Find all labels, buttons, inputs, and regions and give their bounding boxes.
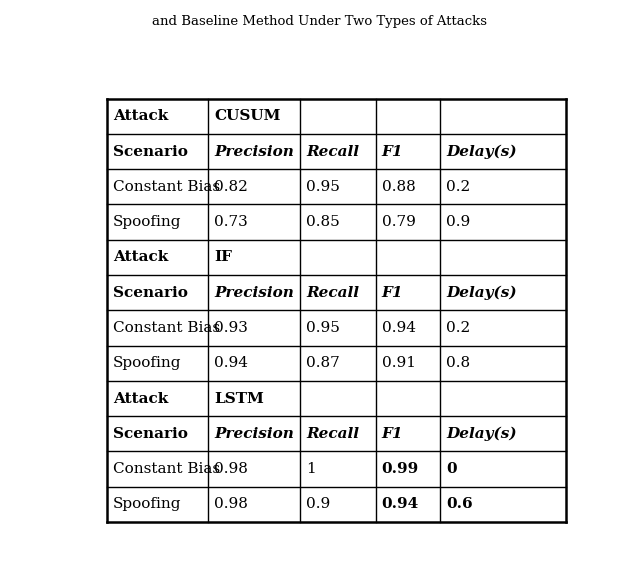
Text: Recall: Recall [306,286,359,300]
Text: 0.8: 0.8 [446,356,470,370]
Text: 0.9: 0.9 [306,498,330,512]
Text: Constant Bias: Constant Bias [113,462,220,476]
Text: 0.87: 0.87 [306,356,340,370]
Text: 0.6: 0.6 [446,498,472,512]
Text: 0.95: 0.95 [306,321,340,335]
Text: Delay(s): Delay(s) [446,285,516,300]
Text: Constant Bias: Constant Bias [113,180,220,194]
Text: Delay(s): Delay(s) [446,144,516,159]
Text: Recall: Recall [306,427,359,441]
Text: F1: F1 [381,427,403,441]
Text: 0.2: 0.2 [446,180,470,194]
Text: IF: IF [214,251,232,264]
Text: Precision: Precision [214,144,294,158]
Text: 0.95: 0.95 [306,180,340,194]
Text: Spoofing: Spoofing [113,498,182,512]
Text: 0.98: 0.98 [214,498,248,512]
Text: 0.82: 0.82 [214,180,248,194]
Text: CUSUM: CUSUM [214,109,281,124]
Text: Scenario: Scenario [113,144,188,158]
Text: F1: F1 [381,286,403,300]
Text: LSTM: LSTM [214,392,264,405]
Text: Precision: Precision [214,427,294,441]
Text: 0.88: 0.88 [381,180,415,194]
Text: 0.93: 0.93 [214,321,248,335]
Text: Delay(s): Delay(s) [446,427,516,441]
Text: 0.99: 0.99 [381,462,419,476]
Text: 0.79: 0.79 [381,215,415,229]
Text: Recall: Recall [306,144,359,158]
Text: Scenario: Scenario [113,286,188,300]
Text: Scenario: Scenario [113,427,188,441]
Text: Constant Bias: Constant Bias [113,321,220,335]
Text: Attack: Attack [113,392,168,405]
Text: 0.73: 0.73 [214,215,248,229]
Text: Attack: Attack [113,109,168,124]
Text: 0.2: 0.2 [446,321,470,335]
Text: 0.94: 0.94 [381,498,419,512]
Text: Spoofing: Spoofing [113,215,182,229]
Text: 1: 1 [306,462,316,476]
Text: 0.85: 0.85 [306,215,340,229]
Text: 0.9: 0.9 [446,215,470,229]
Text: Spoofing: Spoofing [113,356,182,370]
Text: 0.94: 0.94 [214,356,248,370]
Text: Attack: Attack [113,251,168,264]
Text: 0.91: 0.91 [381,356,415,370]
Text: Precision: Precision [214,286,294,300]
Text: F1: F1 [381,144,403,158]
Text: and Baseline Method Under Two Types of Attacks: and Baseline Method Under Two Types of A… [152,14,488,27]
Text: 0.94: 0.94 [381,321,415,335]
Text: 0: 0 [446,462,456,476]
Text: 0.98: 0.98 [214,462,248,476]
